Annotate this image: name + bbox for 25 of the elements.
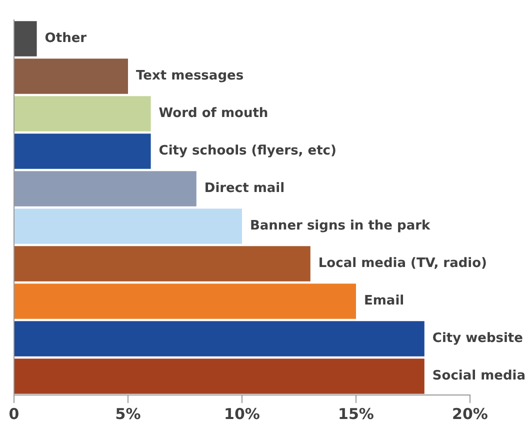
y-tick-label: City schools (flyers, etc)	[158, 144, 336, 159]
y-tick-label: Local media (TV, radio)	[318, 256, 487, 272]
x-tick-label: 15%	[338, 404, 374, 423]
x-tick-label: 5%	[115, 404, 141, 423]
bar	[14, 321, 424, 356]
bar	[14, 208, 242, 244]
y-tick-label: Text messages	[136, 68, 244, 84]
y-tick-label: Social media	[432, 368, 526, 384]
bar	[14, 96, 151, 132]
bar	[14, 246, 310, 282]
bar	[14, 284, 356, 319]
y-tick-label: Word of mouth	[158, 106, 268, 122]
bar	[14, 171, 196, 206]
bar	[14, 358, 424, 394]
bar	[14, 21, 37, 56]
bar	[14, 134, 151, 169]
y-tick-label: Banner signs in the park	[250, 218, 430, 234]
x-tick-label: 0	[8, 404, 20, 423]
y-tick-label: City website	[432, 331, 524, 346]
y-tick-label: Email	[364, 294, 404, 309]
x-tick-label: 10%	[224, 404, 260, 423]
bar	[14, 58, 128, 94]
x-tick-label: 20%	[452, 404, 488, 423]
y-tick-label: Direct mail	[204, 181, 285, 196]
y-tick-label: Other	[44, 31, 88, 46]
